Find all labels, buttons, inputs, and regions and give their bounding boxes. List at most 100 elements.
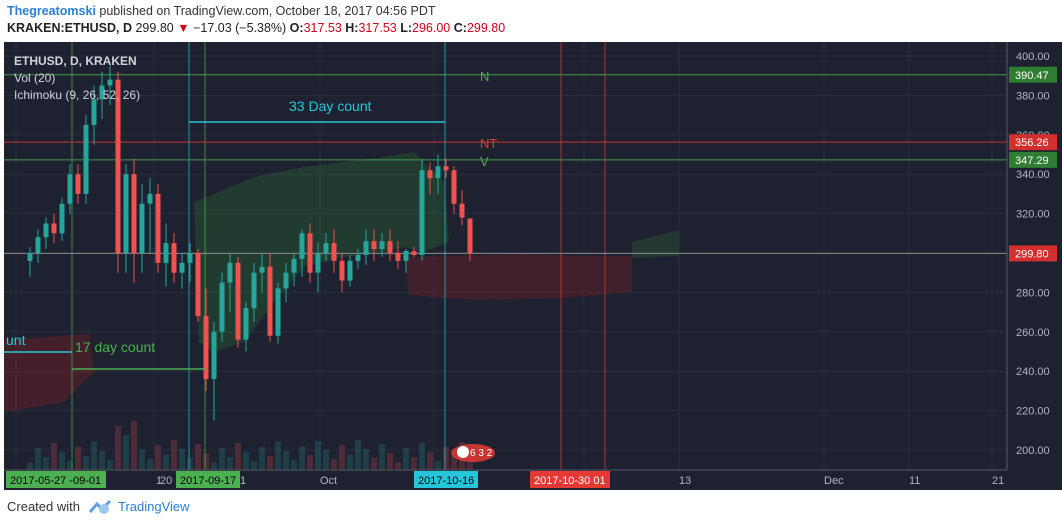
count33-label: 33 Day count [289,98,372,114]
cloud-green-future [632,230,679,258]
price-tick-label: 320.00 [1016,209,1050,221]
candle-body [211,331,217,380]
open-value: 317.53 [303,21,342,35]
volume-bar [315,441,321,470]
candle-body [35,237,41,253]
volume-bar [395,462,401,470]
time-tag: 2017-09-17 [180,475,236,487]
high-label: H: [345,21,359,35]
volume-bar [419,443,425,470]
volume-bar [123,435,129,470]
open-label: O: [289,21,304,35]
events-badge[interactable]: 6 3 2 [451,444,495,462]
volume-bar [163,454,169,470]
time-tag-bg [414,471,478,488]
horizontal-levels [4,74,1007,254]
time-label: 11 [909,475,920,487]
candle-body [283,272,289,289]
time-tag: 2017-10-16 [418,475,474,487]
volume-bar [443,447,449,470]
price-axis[interactable] [1007,42,1062,490]
level-NT-label: NT [480,136,497,151]
time-label: 20 [160,475,172,487]
time-label: 1 [240,475,246,487]
candle-body [115,79,121,253]
candle-body [363,241,369,255]
candle-body [75,174,81,194]
candle-body [179,262,185,273]
candle-body [187,253,193,263]
candle-body [411,251,417,255]
volume-bar [267,456,273,470]
last-price: 299.80 [135,21,174,35]
candle-body [347,260,353,281]
candle-body [59,203,65,234]
price-tick-label: 220.00 [1016,406,1050,418]
candle-body [371,241,377,250]
price-tick-label: 260.00 [1016,327,1050,339]
volume-bar [171,440,177,470]
volume-bar [339,445,345,470]
count-left-label: unt [6,332,26,348]
chart-canvas[interactable]: 33 Day count 17 day count unt N NT V ETH… [4,42,1062,490]
candle-body [243,308,249,340]
author-link[interactable]: Thegreatomski [7,4,96,18]
volume-bar [403,448,409,470]
change-value: −17.03 (−5.38%) [193,21,287,35]
volume-bar [347,454,353,470]
publish-header: Thegreatomski published on TradingView.c… [0,0,1062,42]
tradingview-link[interactable]: TradingView [118,499,190,514]
candle-body [403,251,409,261]
volume-bar [59,452,65,470]
chart-area[interactable]: 33 Day count 17 day count unt N NT V ETH… [4,42,1062,490]
high-value: 317.53 [358,21,397,35]
price-tag-bg [1009,66,1057,83]
publish-line: Thegreatomski published on TradingView.c… [7,4,436,18]
candle-body [107,79,113,86]
candle-body [387,241,393,253]
volume-bar [83,456,89,470]
price-tick-label: 340.00 [1016,169,1050,181]
events-count: 6 3 2 [470,448,493,459]
candle-body [203,316,209,380]
candle-body [379,241,385,250]
candle-body [251,272,257,309]
volume-bar [323,450,329,470]
footer: Created with TradingView [0,490,1062,525]
close-label: C: [453,21,467,35]
volume-bar [219,448,225,470]
candle-body [91,99,97,125]
volume-bars [27,421,473,470]
volume-bar [179,449,185,470]
time-tag: 2017-05-27 -09-01 [10,475,101,487]
volume-bar [427,452,433,470]
candle-body [51,223,57,234]
volume-bar [155,445,161,470]
volume-bar [379,444,385,470]
candle-body [67,174,73,204]
low-value: 296.00 [412,21,451,35]
candle-body [435,166,441,179]
candle-body [307,233,313,273]
volume-bar [251,461,257,470]
price-tag-bg [1009,151,1057,168]
candle-body [139,203,145,253]
price-tag-bg [1009,245,1057,262]
legend-title: ETHUSD, D, KRAKEN [14,54,137,68]
price-tags: 390.47 356.26 347.29 299.80 [1009,66,1057,262]
candle-body [331,243,337,261]
candle-body [451,170,457,204]
volume-bar [387,453,393,470]
candles [27,65,473,421]
volume-bar [115,426,121,470]
volume-bar [451,456,457,470]
volume-bar [67,461,73,470]
tradingview-logo-icon[interactable] [88,499,114,515]
time-label: 13 [679,475,691,487]
volume-bar [275,442,281,470]
cloud-red-future [404,254,632,300]
volume-bar [139,450,145,470]
candle-body [459,203,465,218]
volume-bar [331,459,337,470]
time-label: Dec [824,475,844,487]
